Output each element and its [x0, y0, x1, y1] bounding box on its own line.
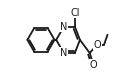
Text: O: O [94, 40, 101, 50]
Text: Cl: Cl [70, 8, 80, 18]
Text: N: N [60, 48, 68, 58]
Text: N: N [60, 22, 68, 32]
Text: O: O [90, 60, 97, 70]
